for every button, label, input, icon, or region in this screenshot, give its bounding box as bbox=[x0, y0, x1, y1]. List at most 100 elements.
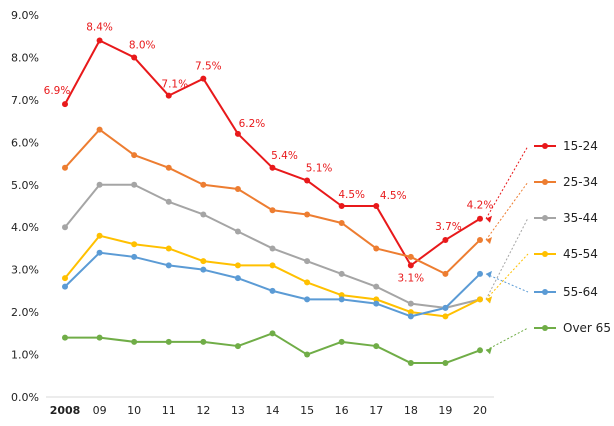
y-tick-label: 9.0% bbox=[11, 9, 39, 22]
legend-item-25-34: 25-34 bbox=[534, 175, 598, 189]
data-point bbox=[477, 270, 483, 277]
x-tick-label: 18 bbox=[404, 404, 418, 417]
x-tick-label: 12 bbox=[196, 404, 210, 417]
legend-swatch-marker bbox=[542, 179, 548, 185]
data-label: 8.4% bbox=[86, 21, 113, 33]
data-point bbox=[269, 262, 276, 269]
data-point bbox=[304, 296, 311, 303]
data-point bbox=[165, 92, 172, 99]
y-tick-label: 4.0% bbox=[11, 221, 39, 234]
legend-connector bbox=[485, 145, 529, 219]
y-tick-label: 8.0% bbox=[11, 51, 39, 64]
x-tick-label: 19 bbox=[438, 404, 452, 417]
legend-item-55-64: 55-64 bbox=[534, 285, 598, 299]
x-tick-label: 16 bbox=[335, 404, 349, 417]
legend-swatch-marker bbox=[542, 251, 548, 257]
data-point bbox=[338, 203, 345, 209]
legend-connector bbox=[485, 327, 529, 351]
data-label: 7.5% bbox=[195, 61, 222, 73]
legend-item-over-65: Over 65 bbox=[534, 321, 611, 335]
data-label: 6.2% bbox=[239, 118, 266, 130]
x-tick-label: 15 bbox=[300, 404, 314, 417]
y-tick-label: 0.0% bbox=[11, 391, 39, 404]
data-label: 3.7% bbox=[435, 221, 462, 233]
x-tick-label: 10 bbox=[127, 404, 141, 417]
data-point bbox=[477, 347, 483, 354]
data-point bbox=[373, 296, 380, 303]
legend-label: 45-54 bbox=[563, 247, 598, 261]
data-labels: 6.9% 8.4% 8.0% 7.1% 7.5% 6.2% 5.4% 5.1% 4.5% 4.5%… bbox=[44, 21, 494, 284]
x-tick-label: 17 bbox=[369, 404, 383, 417]
data-label: 7.1% bbox=[161, 79, 188, 91]
data-point bbox=[62, 164, 68, 171]
data-point bbox=[62, 283, 68, 290]
y-tick-label: 7.0% bbox=[11, 94, 39, 107]
data-label: 4.5% bbox=[338, 189, 365, 201]
data-point bbox=[234, 262, 241, 269]
data-point bbox=[304, 211, 311, 218]
legend-item-45-54: 45-54 bbox=[534, 247, 598, 261]
legend-item-35-44: 35-44 bbox=[534, 211, 598, 225]
data-point bbox=[234, 130, 241, 137]
data-point bbox=[269, 287, 276, 294]
data-point bbox=[131, 241, 138, 248]
data-point bbox=[407, 262, 414, 269]
data-label: 5.4% bbox=[271, 150, 298, 162]
data-point bbox=[131, 152, 138, 159]
chart-series bbox=[62, 37, 483, 367]
y-tick-label: 6.0% bbox=[11, 136, 39, 149]
data-point bbox=[407, 309, 414, 316]
y-tick-label: 2.0% bbox=[11, 306, 39, 319]
data-point bbox=[338, 338, 345, 345]
data-point bbox=[269, 164, 276, 171]
series-line-55-64 bbox=[64, 251, 481, 318]
data-point bbox=[96, 249, 103, 256]
data-point bbox=[407, 360, 414, 367]
data-point bbox=[407, 253, 414, 260]
data-label: 4.5% bbox=[380, 190, 407, 202]
connector-arrowhead bbox=[486, 215, 492, 223]
chart-axes: 0.0% 1.0% 2.0% 3.0% 4.0% 5.0% 6.0% 7.0% 8.0% 9.0%… bbox=[11, 9, 494, 417]
data-point bbox=[269, 207, 276, 214]
data-point bbox=[131, 338, 138, 345]
series-25-34 bbox=[62, 126, 483, 277]
legend-swatch-marker bbox=[542, 289, 548, 295]
y-tick-label: 1.0% bbox=[11, 349, 39, 362]
series-over-65 bbox=[62, 330, 483, 367]
data-point bbox=[234, 186, 241, 193]
data-label: 6.9% bbox=[44, 85, 71, 97]
data-point bbox=[200, 338, 207, 345]
data-point bbox=[165, 198, 172, 205]
legend-item-15-24: 15-24 bbox=[534, 139, 598, 153]
series-35-44 bbox=[62, 181, 483, 311]
data-point bbox=[165, 262, 172, 269]
data-point bbox=[338, 292, 345, 299]
data-point bbox=[200, 75, 207, 82]
legend-label: Over 65 bbox=[563, 321, 611, 335]
x-tick-label: 13 bbox=[231, 404, 245, 417]
data-point bbox=[477, 296, 483, 303]
data-point bbox=[96, 37, 103, 44]
data-point bbox=[304, 177, 311, 184]
legend-label: 15-24 bbox=[563, 139, 598, 153]
data-point bbox=[338, 296, 345, 303]
legend-swatch-marker bbox=[542, 325, 548, 331]
data-point bbox=[304, 279, 311, 286]
data-point bbox=[234, 228, 241, 235]
series-15-24 bbox=[62, 37, 483, 269]
data-point bbox=[269, 245, 276, 252]
data-point bbox=[338, 219, 345, 226]
data-point bbox=[407, 300, 414, 307]
legend-connector bbox=[485, 253, 529, 300]
data-point bbox=[62, 101, 68, 108]
data-point bbox=[234, 343, 241, 350]
data-point bbox=[269, 330, 276, 337]
data-point bbox=[442, 236, 449, 243]
legend-label: 25-34 bbox=[563, 175, 598, 189]
data-point bbox=[442, 304, 449, 311]
legend-swatch-marker bbox=[542, 215, 548, 221]
x-tick-label: 14 bbox=[266, 404, 280, 417]
data-label: 3.1% bbox=[397, 272, 424, 284]
x-tick-label: 2008 bbox=[50, 404, 81, 417]
data-point bbox=[62, 334, 68, 341]
